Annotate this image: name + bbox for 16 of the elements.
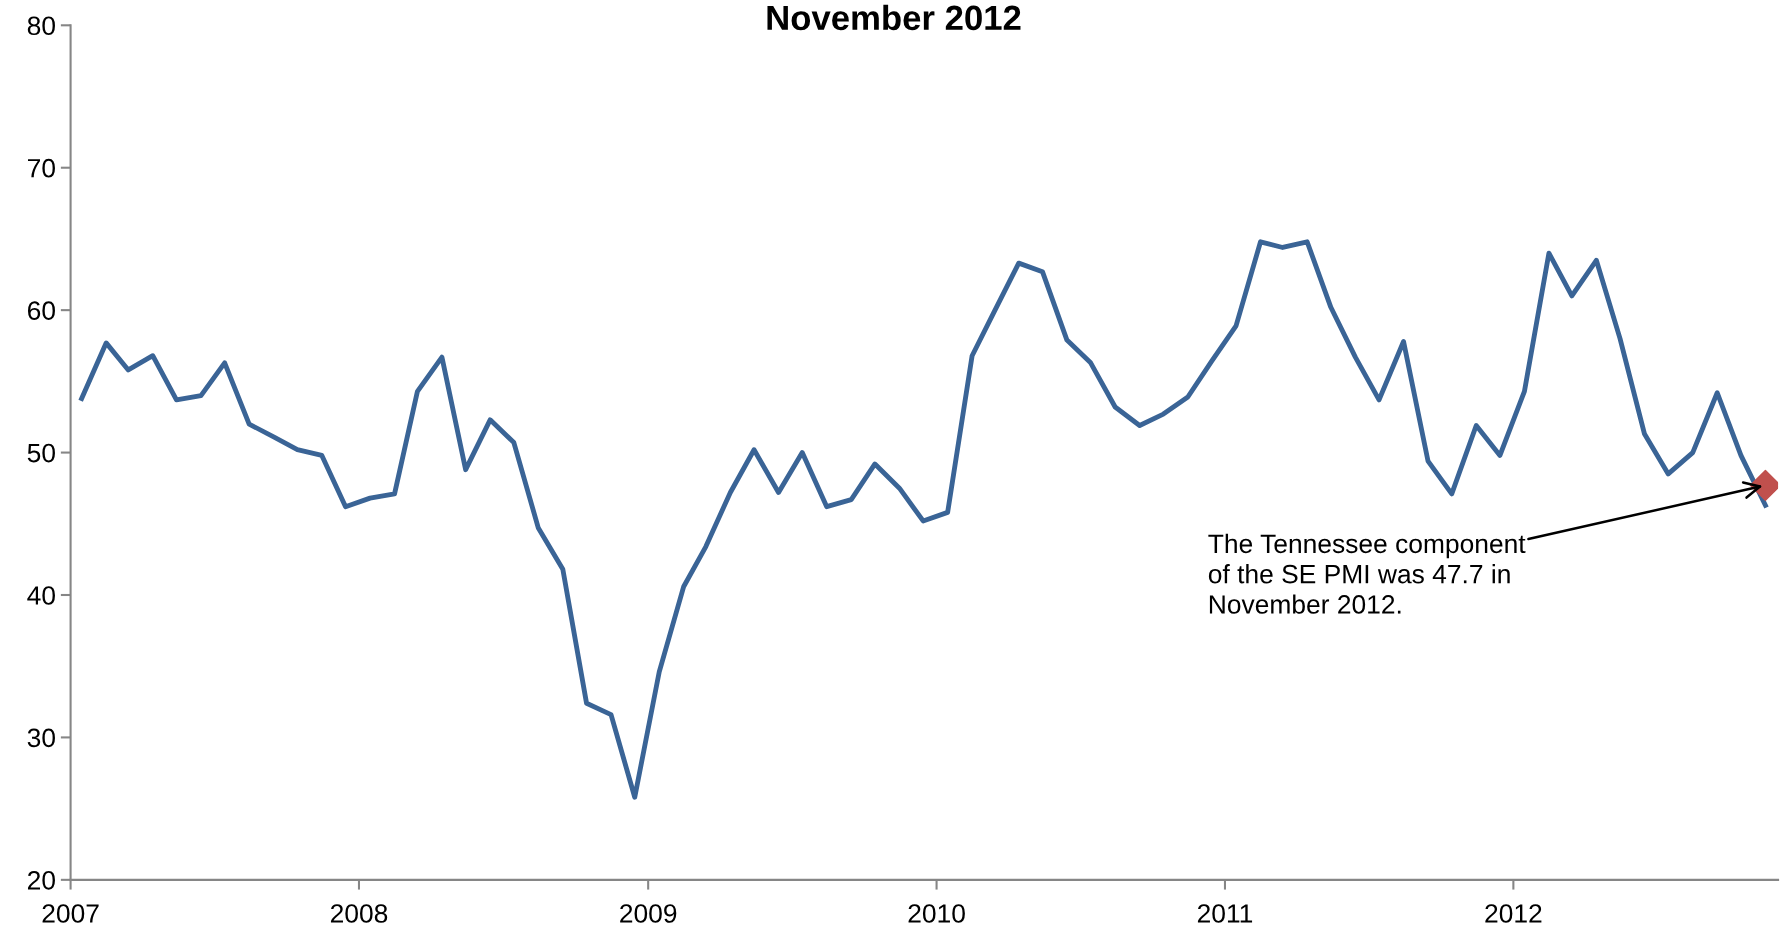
x-tick-label: 2009 [620,904,677,923]
y-tick-label: 50 [27,443,55,463]
y-tick-label: 40 [27,586,55,605]
x-tick-label: 2007 [42,904,99,923]
chart-title: November 2012 [767,4,1021,31]
y-tick-label: 20 [27,870,55,890]
y-tick-label: 80 [27,16,55,36]
line-series [79,239,1768,800]
x-tick-label: 2011 [1197,904,1253,923]
x-tick-label: 2010 [908,904,965,923]
y-tick-label: 60 [27,301,55,320]
y-tick-label: 70 [28,158,55,178]
x-tick-label: 2008 [330,904,388,923]
annotation: The Tennessee component of the SE PMI was 47.7 in November 2012. [1208,533,1526,614]
x-tick-label: 2012 [1485,904,1542,923]
y-tick-label: 30 [27,728,55,748]
